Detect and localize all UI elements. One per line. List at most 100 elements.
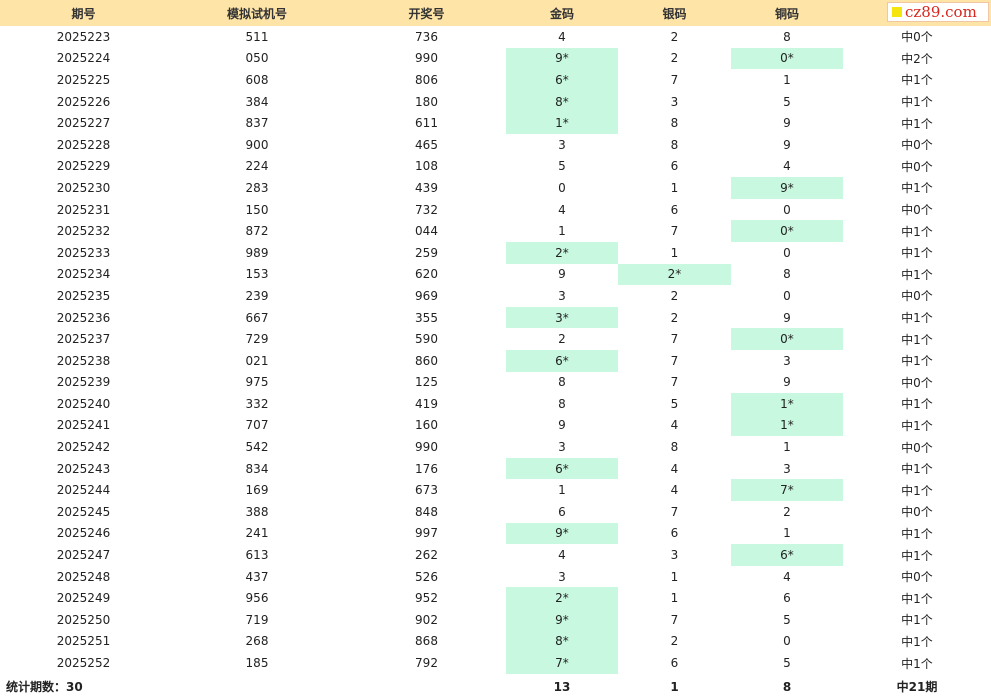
gold-cell: 9*: [506, 522, 618, 545]
table-row: 2025242 542 990 3 8 1 中0个: [0, 436, 991, 458]
gold-cell: 0: [558, 180, 566, 195]
copper-cell: 1: [783, 440, 791, 455]
silver-cell: 4: [670, 461, 679, 476]
result-cell: 中1个: [901, 418, 933, 433]
sim-cell: 021: [245, 353, 269, 368]
period-cell: 2025239: [56, 375, 111, 390]
silver-cell: 6: [670, 656, 679, 671]
copper-cell: 4: [783, 159, 791, 174]
copper-cell: 3: [783, 353, 791, 368]
draw-cell: 673: [415, 483, 438, 498]
period-cell: 2025246: [56, 526, 111, 541]
period-cell: 2025230: [56, 180, 111, 195]
draw-cell: 952: [415, 591, 438, 606]
result-cell: 中1个: [901, 246, 933, 261]
draw-cell: 590: [415, 332, 438, 347]
period-cell: 2025244: [56, 483, 111, 498]
draw-cell: 620: [415, 267, 438, 282]
period-cell: 2025237: [56, 332, 111, 347]
draw-cell: 044: [415, 224, 438, 239]
silver-cell: 7: [670, 353, 679, 368]
period-cell: 2025249: [56, 591, 111, 606]
summary-empty-sim: [167, 674, 347, 700]
table-row: 2025246 241 997 9* 6 1 中1个: [0, 522, 991, 545]
gold-cell: 4: [558, 29, 566, 44]
period-cell: 2025224: [56, 51, 111, 66]
gold-cell: 3: [558, 569, 566, 584]
gold-cell: 8*: [506, 90, 618, 113]
period-cell: 2025242: [56, 440, 111, 455]
gold-cell: 1*: [506, 112, 618, 134]
draw-cell: 990: [415, 51, 438, 66]
copper-cell: 1: [783, 72, 791, 87]
copper-cell: 5: [783, 94, 791, 109]
header-gold: 金码: [506, 0, 618, 26]
gold-cell: 2*: [506, 587, 618, 610]
copper-cell: 8: [783, 267, 791, 282]
table-row: 2025240 332 419 8 5 1* 中1个: [0, 393, 991, 415]
table-row: 2025238 021 860 6* 7 3 中1个: [0, 349, 991, 372]
sim-cell: 729: [245, 332, 269, 347]
result-cell: 中1个: [901, 332, 933, 347]
sim-cell: 185: [245, 656, 269, 671]
silver-cell: 1: [670, 591, 679, 606]
table-row: 2025228 900 465 3 8 9 中0个: [0, 134, 991, 156]
copper-cell: 1*: [731, 414, 843, 437]
result-cell: 中1个: [901, 181, 933, 196]
header-draw: 开奖号: [347, 0, 506, 26]
gold-cell: 3: [558, 288, 566, 303]
copper-cell: 0: [783, 245, 791, 260]
period-cell: 2025232: [56, 224, 111, 239]
silver-cell: 6: [670, 202, 679, 217]
gold-cell: 4: [558, 548, 566, 563]
table-row: 2025236 667 355 3* 2 9 中1个: [0, 306, 991, 329]
gold-cell: 3: [558, 137, 566, 152]
copper-cell: 9: [783, 310, 791, 325]
silver-cell: 7: [670, 72, 679, 87]
sim-cell: 169: [245, 483, 269, 498]
table-row: 2025252 185 792 7* 6 5 中1个: [0, 652, 991, 674]
sim-cell: 224: [245, 159, 269, 174]
result-cell: 中1个: [901, 95, 933, 110]
sim-cell: 613: [245, 548, 269, 563]
result-cell: 中0个: [901, 375, 933, 390]
period-cell: 2025225: [56, 72, 111, 87]
sim-cell: 153: [245, 267, 269, 282]
table-row: 2025244 169 673 1 4 7* 中1个: [0, 479, 991, 502]
result-cell: 中1个: [901, 462, 933, 477]
result-cell: 中0个: [901, 505, 933, 520]
header-copper: 铜码: [731, 0, 843, 26]
result-cell: 中0个: [901, 159, 933, 174]
result-cell: 中0个: [901, 440, 933, 455]
draw-cell: 990: [415, 440, 438, 455]
copper-cell: 0: [783, 288, 791, 303]
copper-cell: 8: [783, 29, 791, 44]
draw-cell: 902: [415, 612, 438, 627]
draw-cell: 526: [415, 569, 438, 584]
draw-cell: 259: [415, 245, 438, 260]
copper-cell: 9: [783, 137, 791, 152]
sim-cell: 707: [245, 418, 269, 433]
table-row: 2025239 975 125 8 7 9 中0个: [0, 372, 991, 394]
table-row: 2025248 437 526 3 1 4 中0个: [0, 566, 991, 588]
logo-square-icon: [892, 7, 902, 17]
period-cell: 2025223: [56, 29, 111, 44]
table-row: 2025237 729 590 2 7 0* 中1个: [0, 328, 991, 350]
gold-cell: 9: [558, 267, 566, 282]
period-cell: 2025226: [56, 94, 111, 109]
sim-cell: 989: [245, 245, 269, 260]
copper-cell: 9: [783, 116, 791, 131]
table-row: 2025229 224 108 5 6 4 中0个: [0, 156, 991, 178]
period-cell: 2025236: [56, 310, 111, 325]
draw-cell: 419: [415, 396, 438, 411]
silver-cell: 2: [670, 634, 679, 649]
draw-cell: 806: [415, 72, 438, 87]
silver-cell: 8: [670, 116, 679, 131]
period-cell: 2025252: [56, 656, 111, 671]
table-row: 2025243 834 176 6* 4 3 中1个: [0, 457, 991, 480]
gold-cell: 4: [558, 202, 566, 217]
silver-cell: 7: [670, 504, 679, 519]
result-cell: 中1个: [901, 613, 933, 628]
site-logo[interactable]: cz89.com: [887, 2, 989, 22]
gold-cell: 9: [558, 418, 566, 433]
